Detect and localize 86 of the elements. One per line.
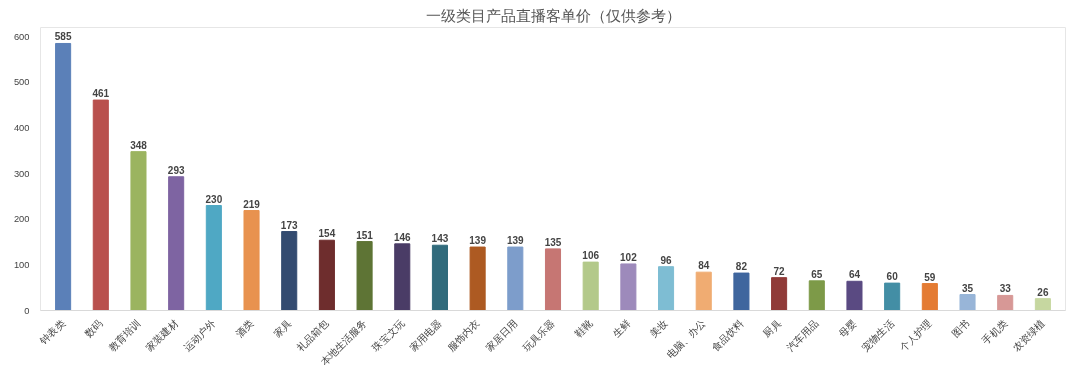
bar	[318, 239, 335, 311]
y-tick-label: 500	[13, 77, 30, 88]
bar	[394, 243, 411, 311]
x-tick-label: 生鲜	[610, 317, 633, 340]
data-label: 64	[848, 269, 861, 281]
x-tick-label: 食品饮料	[709, 317, 746, 354]
bar	[243, 210, 260, 311]
bar	[658, 266, 675, 311]
data-label: 139	[469, 235, 487, 247]
bar	[544, 248, 562, 311]
x-tick-label: 钟表类	[37, 317, 67, 348]
y-tick-label: 600	[13, 31, 30, 42]
data-label: 65	[811, 268, 823, 280]
y-tick-label: 200	[13, 214, 30, 225]
data-label: 96	[660, 254, 673, 266]
x-tick-label: 数码	[82, 317, 105, 340]
data-label: 82	[735, 261, 748, 273]
bar	[356, 241, 373, 311]
bar	[997, 294, 1014, 311]
x-tick-label: 鞋靴	[572, 317, 595, 340]
bar	[846, 280, 863, 311]
data-label: 106	[582, 250, 600, 262]
y-tick-label: 0	[24, 305, 30, 316]
bar	[771, 277, 788, 311]
x-tick-label: 酒类	[233, 317, 256, 340]
data-label: 59	[924, 271, 936, 283]
bar	[921, 283, 938, 311]
x-tick-label: 玩具乐器	[520, 317, 557, 354]
data-label: 60	[886, 271, 899, 283]
data-label: 219	[243, 198, 261, 210]
bar	[130, 151, 147, 311]
bar	[507, 246, 524, 311]
x-tick-label: 宠物生活	[859, 317, 897, 354]
bar	[733, 272, 750, 311]
y-tick-label: 100	[13, 259, 30, 270]
chart-title: 一级类目产品直播客单价（仅供参考）	[425, 6, 681, 24]
data-label: 348	[130, 139, 148, 151]
data-label: 154	[318, 228, 336, 240]
x-tick-label: 珠宝文玩	[370, 317, 407, 354]
x-tick-label: 家居日用	[483, 317, 520, 354]
x-tick-label: 个人护理	[897, 317, 934, 354]
bar	[55, 42, 72, 311]
x-tick-label: 汽车用品	[784, 317, 821, 354]
x-tick-label: 厨具	[761, 317, 783, 340]
data-label: 102	[620, 251, 638, 263]
data-label: 461	[92, 88, 110, 100]
x-tick-label: 农资绿植	[1010, 317, 1047, 354]
data-label: 151	[356, 229, 374, 241]
bar	[884, 282, 901, 311]
data-label: 230	[205, 193, 223, 205]
bar	[205, 205, 222, 311]
x-tick-label: 服饰内衣	[445, 317, 482, 354]
data-label: 135	[544, 236, 562, 248]
data-label: 146	[393, 231, 412, 243]
bar	[959, 294, 976, 311]
data-label: 72	[773, 265, 786, 277]
bar	[92, 99, 109, 311]
x-tick-label: 家用电器	[407, 317, 444, 354]
data-label: 35	[961, 282, 974, 294]
data-label: 143	[431, 233, 449, 245]
bar	[695, 271, 712, 311]
x-tick-label: 图书	[949, 317, 972, 340]
bar	[582, 261, 599, 311]
data-label: 139	[506, 235, 525, 247]
x-tick-label: 手机类	[980, 317, 1010, 347]
bar	[168, 176, 185, 311]
bar	[620, 263, 637, 311]
y-tick-label: 400	[13, 122, 30, 133]
bar	[1034, 298, 1051, 311]
data-label: 293	[167, 164, 185, 176]
data-label: 84	[698, 260, 710, 272]
bar	[281, 231, 298, 311]
y-tick-label: 300	[13, 168, 30, 179]
bar	[431, 244, 448, 311]
x-tick-label: 母婴	[836, 317, 859, 340]
data-label: 173	[280, 219, 298, 231]
x-tick-label: 教育培训	[106, 317, 143, 354]
bar	[808, 280, 825, 311]
x-tick-label: 家装建材	[143, 317, 181, 354]
bar	[469, 246, 486, 311]
data-label: 26	[1037, 286, 1049, 298]
data-label: 33	[999, 283, 1012, 295]
x-tick-label: 美妆	[648, 317, 670, 340]
x-tick-label: 家具	[271, 317, 294, 340]
data-label: 585	[54, 31, 72, 43]
x-tick-label: 运动户外	[181, 317, 218, 354]
